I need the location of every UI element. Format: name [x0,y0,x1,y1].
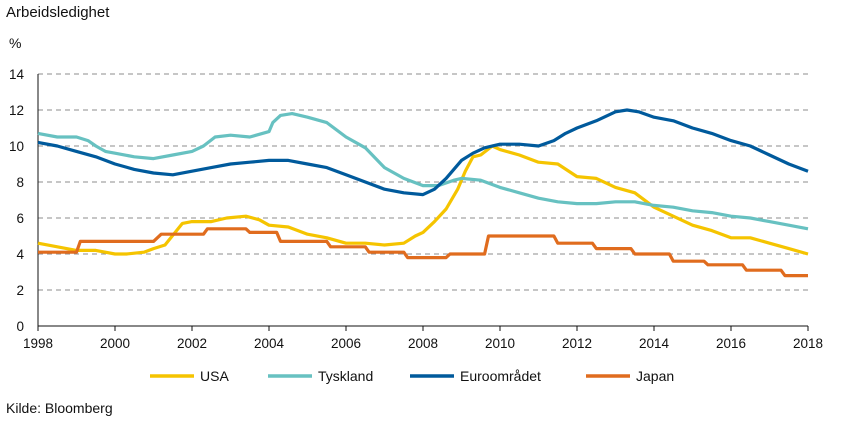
series-line-japan [38,227,808,278]
y-tick-label: 8 [16,175,24,190]
source-note: Kilde: Bloomberg [6,400,113,416]
x-tick-label: 2004 [254,336,285,351]
x-tick-label: 2008 [408,336,438,351]
legend-label-euroområdet: Euroområdet [460,368,541,384]
y-tick-label: 4 [16,247,24,262]
x-tick-label: 2014 [639,336,670,351]
series-line-tyskland [37,112,809,231]
y-tick-label: 6 [16,211,24,226]
legend-label-japan: Japan [636,368,674,384]
gridlines [38,73,808,291]
chart-title: Arbeidsledighet [6,4,110,21]
y-tick-label: 14 [9,67,25,82]
x-tick-label: 2018 [793,336,823,351]
series-lines [37,108,809,278]
y-tick-label: 12 [9,103,24,118]
x-tick-label: 2006 [331,336,361,351]
x-tick-label: 2016 [716,336,746,351]
x-tick-label: 2012 [562,336,592,351]
x-tick-labels: 1998 2000 2002 2004 2006 2008 2010 2012 2014 2016… [23,336,823,351]
y-tick-labels: 0 2 4 6 8 10 12 14 [9,67,25,334]
x-tick-label: 2000 [100,336,130,351]
x-tick-label: 2010 [485,336,515,351]
legend-label-tyskland: Tyskland [318,368,373,384]
y-tick-label: 0 [16,319,24,334]
x-tick-label: 2002 [177,336,207,351]
y-unit-label: % [9,35,22,51]
y-tick-label: 10 [9,139,24,154]
legend-label-usa: USA [200,368,229,384]
axes [37,74,809,331]
x-tick-label: 1998 [23,336,53,351]
series-line-usa [37,144,809,256]
series-line-euroområdet [37,108,809,197]
y-tick-label: 2 [16,283,24,298]
legend: USA Tyskland Euroområdet Japan [150,368,674,384]
